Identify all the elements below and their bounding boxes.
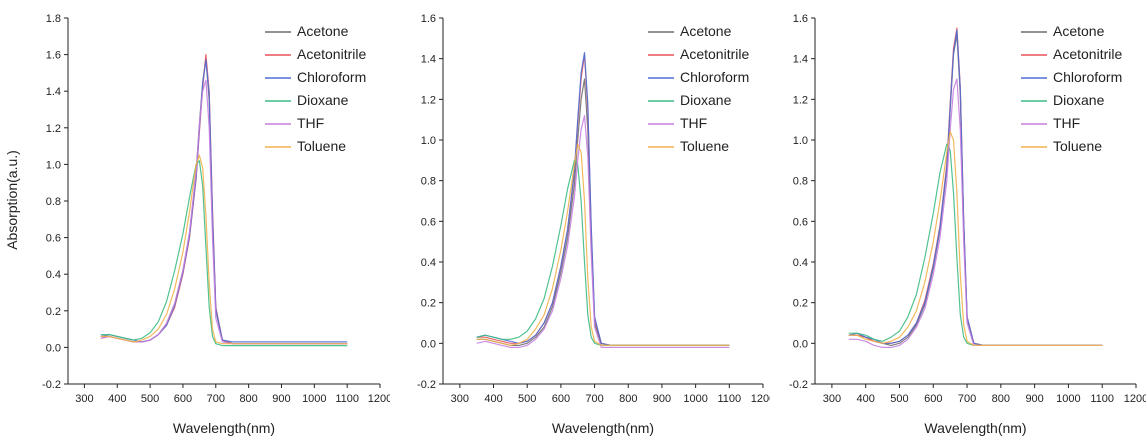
x-tick-label: 1100 [1090, 393, 1114, 405]
legend-label: Chloroform [1053, 69, 1122, 85]
x-tick-label: 800 [239, 393, 257, 405]
x-tick-label: 500 [141, 393, 159, 405]
y-tick-label: 0.6 [46, 233, 61, 245]
chart-svg-2: -0.2 0.0 0.2 0.4 0.6 0.8 1.0 1.2 1.4 1.6 300 400 500… [417, 13, 775, 436]
series-line-toluene [848, 131, 1103, 346]
legend-label: Dioxane [297, 92, 349, 108]
series-line-toluene [100, 154, 348, 345]
legend-label: Dioxane [1053, 92, 1105, 108]
legend-label: Dioxane [680, 92, 732, 108]
series-line-toluene [476, 143, 730, 346]
y-tick-label: -0.2 [417, 379, 436, 391]
y-tick-label: 1.6 [793, 13, 808, 25]
x-tick-label: 900 [653, 393, 671, 405]
x-tick-label: 700 [585, 393, 603, 405]
x-tick-label: 500 [518, 393, 536, 405]
x-tick-label: 700 [207, 393, 225, 405]
series-line-dioxane [476, 159, 730, 346]
x-tick-label: 300 [451, 393, 469, 405]
y-tick-label: 0.8 [793, 176, 808, 188]
chart-panel-3: -0.2 0.0 0.2 0.4 0.6 0.8 1.0 1.2 1.4 1.6 300 400 500… [760, 0, 1146, 439]
y-tick-label: 0.2 [421, 298, 436, 310]
y-tick-label: 0.0 [421, 338, 436, 350]
x-tick-label: 1000 [683, 393, 707, 405]
y-tick-label: 0.4 [46, 269, 61, 281]
y-tick-label: 0.4 [421, 257, 436, 269]
x-tick-label: 700 [958, 393, 976, 405]
y-tick-label: 0.0 [793, 338, 808, 350]
x-tick-label: 300 [823, 393, 841, 405]
x-tick-label: 600 [552, 393, 570, 405]
x-tick-label: 400 [857, 393, 875, 405]
x-tick-label: 800 [619, 393, 637, 405]
y-tick-label: 1.6 [421, 13, 436, 25]
y-tick-label: -0.2 [789, 379, 808, 391]
x-axis-label: Wavelength(nm) [552, 420, 654, 436]
x-tick-label: 900 [1025, 393, 1043, 405]
series-line-dioxane [848, 143, 1103, 346]
legend-label: Chloroform [680, 69, 749, 85]
y-tick-label: 1.4 [46, 86, 61, 98]
y-tick-label: 1.4 [793, 54, 808, 66]
x-tick-label: 1100 [335, 393, 359, 405]
y-tick-label: 1.0 [793, 135, 808, 147]
y-tick-label: 1.0 [46, 159, 61, 171]
y-tick-label: 1.8 [46, 13, 61, 25]
chart-panel-1: -0.2 0.0 0.2 0.4 0.6 0.8 1.0 1.2 1.4 1.6 1.8 300 400… [0, 0, 392, 439]
legend-label: Acetone [297, 23, 349, 39]
y-tick-label: 0.2 [46, 306, 61, 318]
x-tick-label: 1100 [717, 393, 741, 405]
y-tick-label: 0.2 [793, 298, 808, 310]
legend-label: Toluene [297, 138, 346, 154]
legend-label: Acetonitrile [297, 46, 366, 62]
legend-label: Acetone [680, 23, 732, 39]
legend-label: THF [297, 115, 324, 131]
x-tick-label: 1200 [368, 393, 390, 405]
x-tick-label: 1200 [751, 393, 770, 405]
legend-label: Chloroform [297, 69, 366, 85]
x-tick-label: 300 [75, 393, 93, 405]
x-tick-label: 1000 [302, 393, 326, 405]
x-tick-label: 500 [890, 393, 908, 405]
chart-svg-3: -0.2 0.0 0.2 0.4 0.6 0.8 1.0 1.2 1.4 1.6 300 400 500… [789, 13, 1146, 436]
y-tick-label: 1.6 [46, 50, 61, 62]
legend-label: Toluene [680, 138, 729, 154]
x-tick-label: 600 [924, 393, 942, 405]
y-tick-label: 1.2 [793, 94, 808, 106]
x-tick-label: 400 [484, 393, 502, 405]
x-tick-label: 600 [174, 393, 192, 405]
y-tick-label: 0.0 [46, 342, 61, 354]
y-tick-label: 0.6 [421, 216, 436, 228]
series-line-dioxane [100, 160, 348, 347]
x-tick-label: 1000 [1056, 393, 1080, 405]
chart-panel-2: -0.2 0.0 0.2 0.4 0.6 0.8 1.0 1.2 1.4 1.6 300 400 500… [380, 0, 775, 439]
legend-label: Acetonitrile [680, 46, 749, 62]
y-tick-label: 1.2 [46, 123, 61, 135]
y-tick-label: 0.8 [421, 176, 436, 188]
legend-label: Toluene [1053, 138, 1102, 154]
y-tick-label: -0.2 [42, 379, 61, 391]
x-axis-label: Wavelength(nm) [173, 420, 275, 436]
x-tick-label: 400 [108, 393, 126, 405]
chart-svg-1: -0.2 0.0 0.2 0.4 0.6 0.8 1.0 1.2 1.4 1.6 1.8 300 400… [42, 13, 392, 436]
x-tick-label: 800 [992, 393, 1010, 405]
legend-label: THF [680, 115, 707, 131]
series-line-thf [476, 114, 730, 348]
y-tick-label: 1.4 [421, 54, 436, 66]
y-tick-label: 0.8 [46, 196, 61, 208]
legend-label: Acetone [1053, 23, 1105, 39]
y-tick-label: 1.2 [421, 94, 436, 106]
legend-label: Acetonitrile [1053, 46, 1122, 62]
y-tick-label: 1.0 [421, 135, 436, 147]
y-tick-label: 0.4 [793, 257, 808, 269]
legend-label: THF [1053, 115, 1080, 131]
x-axis-label: Wavelength(nm) [924, 420, 1026, 436]
y-tick-label: 0.6 [793, 216, 808, 228]
x-tick-label: 900 [272, 393, 290, 405]
x-tick-label: 1200 [1124, 393, 1146, 405]
